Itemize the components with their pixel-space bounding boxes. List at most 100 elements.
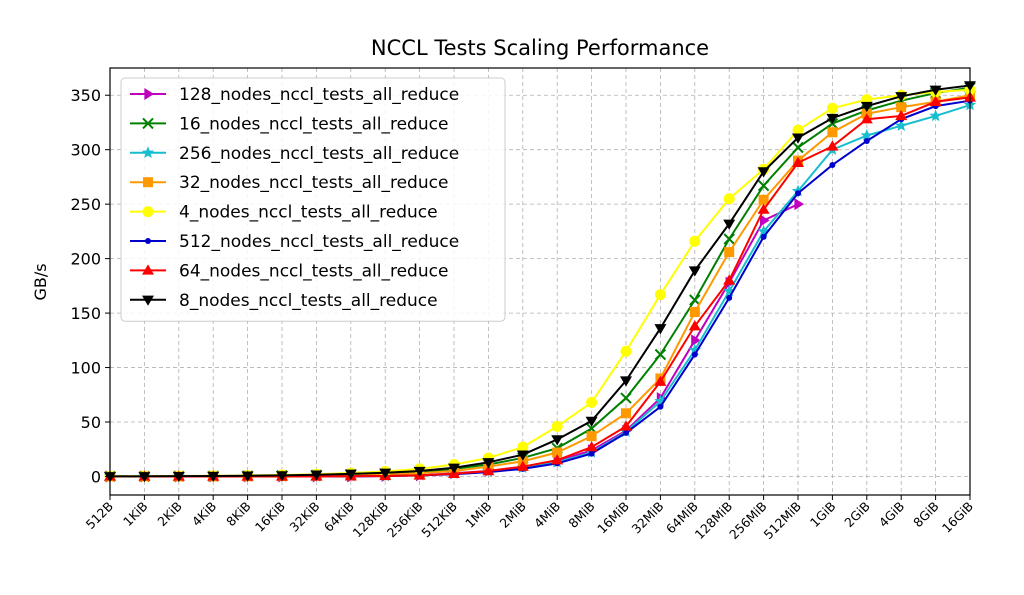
legend-item: 8_nodes_nccl_tests_all_reduce xyxy=(130,291,438,311)
data-point xyxy=(757,179,770,192)
legend-label: 64_nodes_nccl_tests_all_reduce xyxy=(179,261,448,281)
data-point xyxy=(688,266,701,277)
legend-label: 8_nodes_nccl_tests_all_reduce xyxy=(179,291,438,311)
data-point xyxy=(723,284,736,297)
data-point xyxy=(482,458,495,469)
y-tick-label: 350 xyxy=(70,86,101,105)
data-point xyxy=(620,376,632,387)
data-point xyxy=(620,345,632,357)
data-point xyxy=(723,219,736,230)
data-point xyxy=(757,167,770,178)
data-point xyxy=(792,156,804,167)
legend-label: 16_nodes_nccl_tests_all_reduce xyxy=(179,114,448,134)
legend-item: 512_nodes_nccl_tests_all_reduce xyxy=(130,232,459,252)
series-group xyxy=(103,81,977,483)
data-point xyxy=(551,420,563,432)
data-point xyxy=(654,348,667,361)
data-point xyxy=(413,466,426,478)
data-point xyxy=(552,447,563,458)
data-point xyxy=(758,194,769,205)
series-8_nodes_nccl_tests_all_reduce xyxy=(104,81,976,483)
data-point xyxy=(860,113,873,124)
data-point xyxy=(760,214,770,227)
data-point xyxy=(795,190,801,197)
legend-item: 32_nodes_nccl_tests_all_reduce xyxy=(130,173,448,193)
data-point xyxy=(654,289,666,301)
legend-item: 4_nodes_nccl_tests_all_reduce xyxy=(130,203,438,223)
data-point xyxy=(689,235,701,247)
data-point xyxy=(688,320,701,331)
legend-marker xyxy=(145,238,151,244)
data-point xyxy=(654,394,667,407)
data-point xyxy=(724,247,735,258)
data-point xyxy=(794,198,804,211)
data-point xyxy=(516,460,529,471)
plot-frame xyxy=(109,67,971,496)
data-point xyxy=(826,102,838,114)
data-point xyxy=(792,124,804,136)
data-point xyxy=(657,403,664,410)
series-line xyxy=(109,84,971,478)
data-point xyxy=(588,450,595,457)
data-point xyxy=(691,351,698,358)
data-point xyxy=(860,129,873,141)
legend-label: 32_nodes_nccl_tests_all_reduce xyxy=(179,173,448,193)
data-point xyxy=(276,471,288,482)
data-point xyxy=(516,450,529,461)
data-point xyxy=(792,141,804,154)
data-point xyxy=(623,429,629,436)
data-point xyxy=(310,470,323,481)
data-point xyxy=(829,161,836,168)
data-point xyxy=(723,274,736,285)
data-point xyxy=(241,471,254,482)
data-point xyxy=(929,95,942,106)
data-point xyxy=(896,102,907,113)
legend-marker xyxy=(143,177,153,188)
data-point xyxy=(620,420,632,431)
y-tick-label: 150 xyxy=(70,304,101,323)
data-point xyxy=(826,113,839,125)
data-point xyxy=(207,471,220,483)
y-tick-label: 250 xyxy=(70,195,101,214)
y-axis-label: GB/s xyxy=(31,263,50,300)
data-point xyxy=(172,471,185,483)
data-point xyxy=(585,441,598,452)
data-point xyxy=(688,343,701,356)
data-point xyxy=(860,101,873,113)
data-point xyxy=(138,472,151,483)
data-point xyxy=(654,375,667,386)
y-tick-label: 300 xyxy=(70,141,101,160)
data-point xyxy=(792,133,804,144)
y-tick-label: 200 xyxy=(70,250,101,269)
data-point xyxy=(723,233,735,245)
data-point xyxy=(863,137,870,144)
data-point xyxy=(551,454,564,465)
data-point xyxy=(517,441,529,453)
data-point xyxy=(929,109,942,122)
legend-item: 128_nodes_nccl_tests_all_reduce xyxy=(130,85,459,105)
data-point xyxy=(760,233,767,240)
legend-item: 16_nodes_nccl_tests_all_reduce xyxy=(130,114,448,134)
data-point xyxy=(654,324,667,335)
data-point xyxy=(621,408,631,419)
legend: 128_nodes_nccl_tests_all_reduce 16_nodes_… xyxy=(120,77,506,322)
data-point xyxy=(723,193,735,205)
data-point xyxy=(379,468,392,479)
data-point xyxy=(726,294,733,301)
data-point xyxy=(757,203,770,214)
legend-item: 64_nodes_nccl_tests_all_reduce xyxy=(130,261,448,281)
legend-marker xyxy=(141,146,155,159)
data-point xyxy=(551,435,564,446)
legend-label: 4_nodes_nccl_tests_all_reduce xyxy=(179,203,438,223)
y-tick-label: 0 xyxy=(91,467,101,486)
y-tick-label: 100 xyxy=(70,359,101,378)
data-point xyxy=(344,469,357,480)
data-point xyxy=(585,416,598,427)
data-point xyxy=(929,85,942,96)
data-point xyxy=(895,109,908,121)
data-point xyxy=(448,463,460,474)
data-point xyxy=(826,140,839,151)
y-tick-label: 50 xyxy=(81,413,101,432)
